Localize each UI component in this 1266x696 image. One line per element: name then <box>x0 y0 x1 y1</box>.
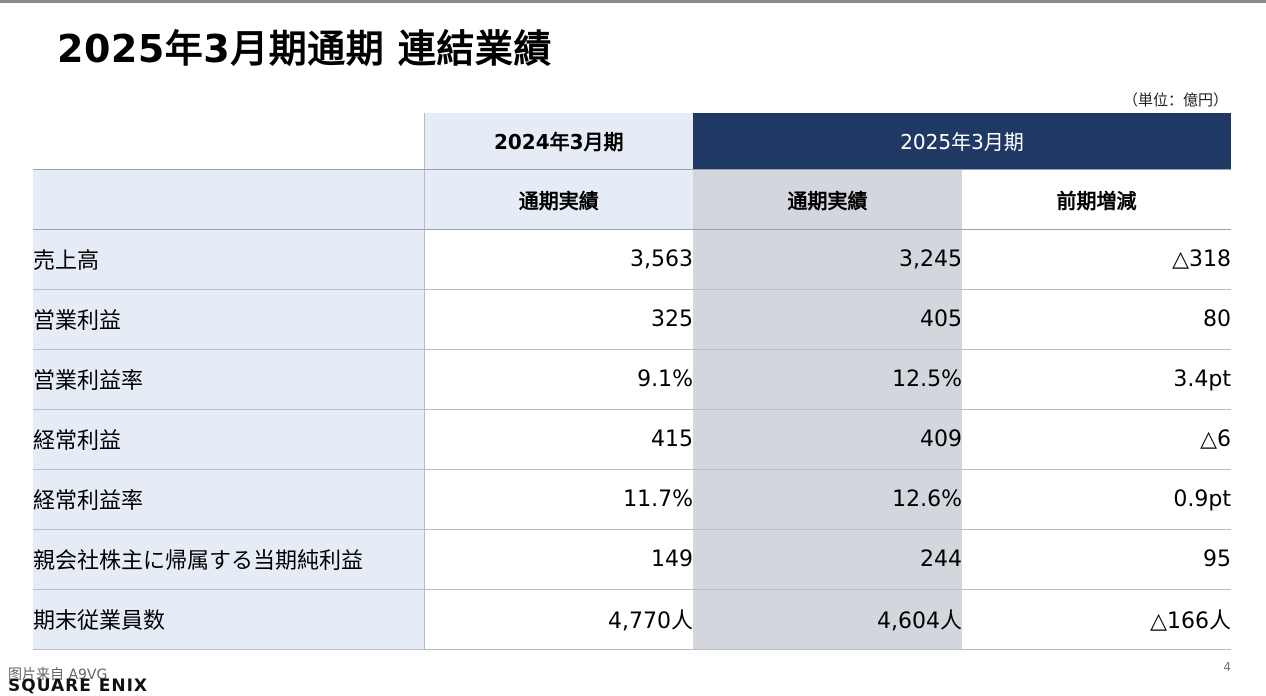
column-header-yoy-change: 前期増減 <box>962 168 1231 230</box>
company-logo: SQUARE ENIX <box>8 676 149 696</box>
row-label: 経常利益 <box>33 409 424 470</box>
top-border <box>0 0 1266 3</box>
fy2024-value: 11.7% <box>423 469 693 530</box>
fy2025-value: 12.5% <box>693 349 962 410</box>
column-header-fy2025-actual: 通期実績 <box>693 168 962 230</box>
fy2025-value: 12.6% <box>693 469 962 530</box>
table-row: 経常利益率 11.7% 12.6% 0.9pt <box>33 469 1231 530</box>
row-label: 親会社株主に帰属する当期純利益 <box>33 529 424 590</box>
change-value: △318 <box>962 229 1231 290</box>
change-value: 95 <box>962 529 1231 590</box>
header-empty-cell <box>33 168 424 230</box>
fy2024-value: 3,563 <box>423 229 693 290</box>
header-empty-cell <box>33 113 424 170</box>
fy2024-value: 149 <box>423 529 693 590</box>
fy2024-value: 9.1% <box>423 349 693 410</box>
fy2025-value: 405 <box>693 289 962 350</box>
table-row: 親会社株主に帰属する当期純利益 149 244 95 <box>33 529 1231 590</box>
row-label: 期末従業員数 <box>33 589 424 650</box>
change-value: △166人 <box>962 589 1231 650</box>
table-row: 営業利益率 9.1% 12.5% 3.4pt <box>33 349 1231 410</box>
results-table: 2024年3月期 2025年3月期 通期実績 通期実績 前期増減 売上高 3,5… <box>33 113 1231 650</box>
page-title: 2025年3月期通期 連結業績 <box>57 27 552 71</box>
fy2025-value: 409 <box>693 409 962 470</box>
table-row: 営業利益 325 405 80 <box>33 289 1231 350</box>
table-row: 経常利益 415 409 △6 <box>33 409 1231 470</box>
column-header-fy2024-actual: 通期実績 <box>423 168 693 230</box>
table-row: 売上高 3,563 3,245 △318 <box>33 229 1231 290</box>
fy2024-value: 4,770人 <box>423 589 693 650</box>
column-header-row: 通期実績 通期実績 前期増減 <box>33 168 1231 230</box>
fy2024-value: 415 <box>423 409 693 470</box>
fy2025-value: 4,604人 <box>693 589 962 650</box>
row-label: 営業利益 <box>33 289 424 350</box>
table-row: 期末従業員数 4,770人 4,604人 △166人 <box>33 589 1231 650</box>
change-value: 0.9pt <box>962 469 1231 530</box>
fy2025-value: 244 <box>693 529 962 590</box>
image-source-note: 图片来自 A9VG <box>8 667 108 683</box>
period-header-row: 2024年3月期 2025年3月期 <box>33 113 1231 170</box>
page-number: 4 <box>1223 660 1231 674</box>
fy2024-value: 325 <box>423 289 693 350</box>
period-header-2024: 2024年3月期 <box>423 113 693 169</box>
row-label: 売上高 <box>33 229 424 290</box>
row-label: 経常利益率 <box>33 469 424 530</box>
change-value: 80 <box>962 289 1231 350</box>
period-header-2025: 2025年3月期 <box>693 113 1231 169</box>
change-value: 3.4pt <box>962 349 1231 410</box>
fy2025-value: 3,245 <box>693 229 962 290</box>
change-value: △6 <box>962 409 1231 470</box>
row-label: 営業利益率 <box>33 349 424 410</box>
unit-note: （単位：億円） <box>1122 91 1228 109</box>
